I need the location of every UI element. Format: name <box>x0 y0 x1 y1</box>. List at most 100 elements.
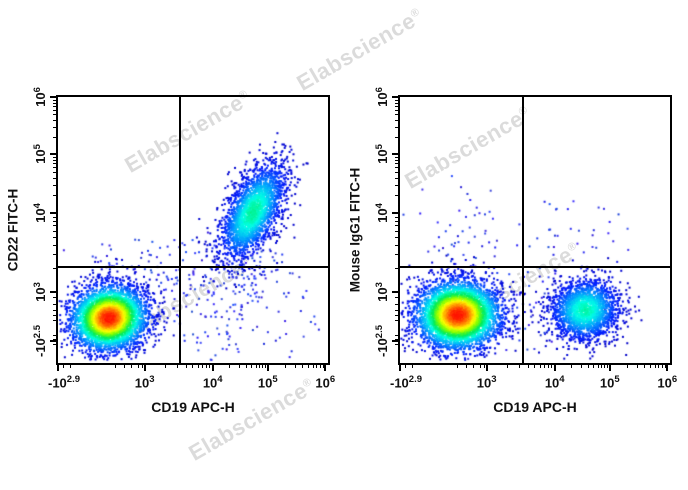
axis-tick <box>395 178 398 179</box>
axis-tick <box>412 365 413 368</box>
axis-tick <box>392 340 398 342</box>
axis-tick <box>53 320 56 321</box>
scatter-canvas <box>58 97 328 363</box>
axis-tick <box>50 212 56 214</box>
axis-tick <box>53 163 56 164</box>
axis-tick <box>395 157 398 158</box>
axis-tick <box>395 137 398 138</box>
axis-tick <box>588 365 589 368</box>
axis-tick <box>392 153 398 155</box>
axis-tick <box>131 365 132 368</box>
x-tick-label: 104 <box>202 374 223 391</box>
axis-tick <box>486 365 488 371</box>
axis-tick <box>256 365 257 368</box>
axis-tick <box>666 365 668 371</box>
axis-tick <box>53 103 56 104</box>
axis-tick <box>209 365 210 368</box>
axis-tick <box>229 365 230 368</box>
quadrant-gate-vertical-line <box>179 97 181 363</box>
axis-tick <box>395 221 398 222</box>
axis-tick <box>50 153 56 155</box>
axis-tick <box>206 365 207 368</box>
axis-tick <box>395 335 398 336</box>
axis-tick <box>392 96 398 98</box>
axis-tick <box>53 237 56 238</box>
x-tick-label: -102.9 <box>47 374 81 391</box>
axis-tick <box>53 114 56 115</box>
y-tick-label: 106 <box>31 87 49 107</box>
quadrant-gate-horizontal-line <box>400 266 670 268</box>
axis-tick <box>165 365 166 368</box>
axis-tick <box>399 365 401 371</box>
axis-tick <box>53 344 56 345</box>
axis-tick <box>395 114 398 115</box>
axis-tick <box>138 365 139 368</box>
axis-tick <box>259 365 260 368</box>
axis-tick <box>53 100 56 101</box>
axis-tick <box>144 365 146 371</box>
axis-tick <box>528 365 529 368</box>
axis-tick <box>395 245 398 246</box>
axis-tick <box>285 365 286 368</box>
axis-tick <box>395 160 398 161</box>
y-tick-label: 106 <box>373 87 391 107</box>
axis-tick <box>554 365 556 371</box>
y-tick-label: 103 <box>373 282 391 302</box>
axis-tick <box>202 365 203 368</box>
quadrant-gate-vertical-line <box>522 97 524 363</box>
axis-tick <box>53 217 56 218</box>
axis-tick <box>395 217 398 218</box>
axis-tick <box>313 365 314 368</box>
axis-tick <box>395 310 398 311</box>
axis-tick <box>457 365 458 368</box>
y-tick-label: 104 <box>31 203 49 224</box>
axis-tick <box>395 195 398 196</box>
axis-tick <box>323 365 324 368</box>
axis-tick <box>395 254 398 255</box>
axis-tick <box>324 365 326 371</box>
axis-tick <box>655 365 656 368</box>
axis-tick <box>540 365 541 368</box>
axis-tick <box>53 339 56 340</box>
axis-tick <box>53 185 56 186</box>
axis-tick <box>53 268 56 269</box>
axis-tick <box>395 339 398 340</box>
axis-tick <box>395 163 398 164</box>
axis-tick <box>395 185 398 186</box>
axis-tick <box>480 365 481 368</box>
axis-tick <box>53 315 56 316</box>
y-tick-label: 105 <box>373 144 391 165</box>
axis-tick <box>395 172 398 173</box>
x-axis-title: CD19 APC-H <box>493 399 577 415</box>
axis-tick <box>650 365 651 368</box>
axis-tick <box>395 320 398 321</box>
axis-tick <box>627 365 628 368</box>
axis-tick <box>53 231 56 232</box>
x-axis-title: CD19 APC-H <box>151 399 235 415</box>
axis-tick <box>571 365 572 368</box>
axis-tick <box>53 160 56 161</box>
axis-tick <box>395 231 398 232</box>
axis-tick <box>53 225 56 226</box>
axis-tick <box>548 365 549 368</box>
axis-tick <box>607 365 608 368</box>
axis-tick <box>53 172 56 173</box>
axis-tick <box>320 365 321 368</box>
axis-tick <box>177 365 178 368</box>
axis-tick <box>519 365 520 368</box>
axis-tick <box>395 304 398 305</box>
axis-tick <box>609 365 611 371</box>
axis-tick <box>395 127 398 128</box>
axis-tick <box>50 96 56 98</box>
x-tick-label: 106 <box>657 374 678 391</box>
axis-tick <box>124 365 125 368</box>
axis-tick <box>53 335 56 336</box>
axis-tick <box>267 365 269 371</box>
axis-tick <box>53 157 56 158</box>
axis-tick <box>53 245 56 246</box>
axis-tick <box>405 365 406 368</box>
axis-tick <box>395 237 398 238</box>
axis-tick <box>395 225 398 226</box>
axis-tick <box>53 297 56 298</box>
axis-tick <box>395 120 398 121</box>
